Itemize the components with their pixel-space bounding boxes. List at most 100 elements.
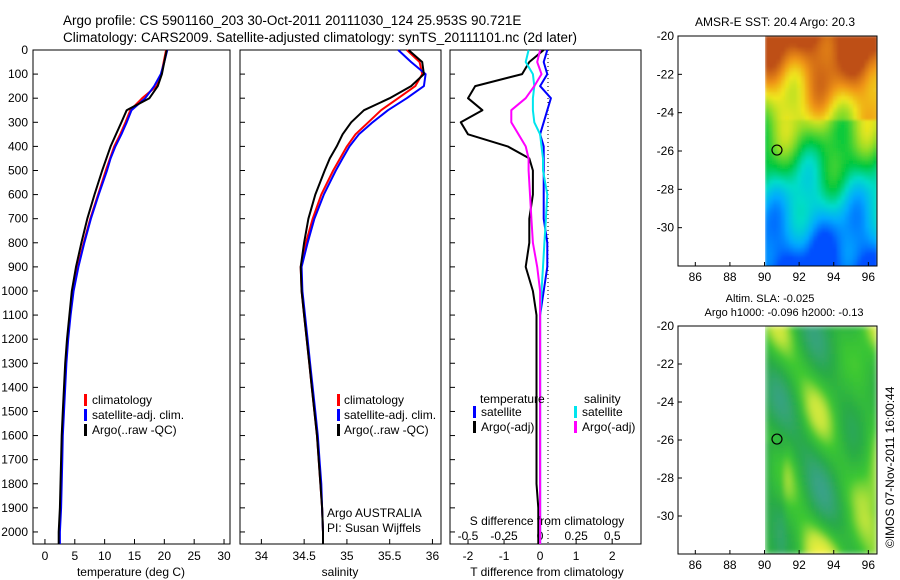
sst-cell (797, 244, 802, 249)
sla-cell (777, 446, 782, 451)
sla-cell (765, 346, 770, 351)
sst-cell (857, 216, 862, 221)
sst-cell (785, 256, 790, 261)
sst-cell (773, 196, 778, 201)
sst-cell (781, 136, 786, 141)
sla-cell (873, 410, 877, 415)
sla-cell (765, 482, 770, 487)
sst-cell (853, 232, 858, 237)
sla-cell (805, 342, 810, 347)
sla-cell (789, 430, 794, 435)
sst-cell (821, 80, 826, 85)
sst-cell (805, 136, 810, 141)
sst-cell (797, 48, 802, 53)
sla-cell (873, 438, 877, 443)
sst-cell (785, 36, 790, 41)
sst-cell (821, 176, 826, 181)
sst-cell (869, 248, 874, 253)
sst-cell (793, 240, 798, 245)
sst-cell (817, 172, 822, 177)
sla-cell (805, 414, 810, 419)
sst-cell (773, 108, 778, 113)
sst-cell (861, 160, 866, 165)
sla-cell (869, 342, 874, 347)
sla-cell (845, 350, 850, 355)
sla-cell (853, 514, 858, 519)
sla-cell (785, 338, 790, 343)
sst-cell (873, 196, 877, 201)
sst-cell (781, 192, 786, 197)
sst-cell (865, 68, 870, 73)
sst-cell (865, 200, 870, 205)
sla-cell (781, 394, 786, 399)
legend-label-satellite: satellite-adj. clim. (92, 408, 184, 422)
sst-cell (849, 100, 854, 105)
sla-cell (781, 422, 786, 427)
sla-cell (837, 518, 842, 523)
sst-cell (813, 140, 818, 145)
sla-cell (821, 494, 826, 499)
sst-cell (805, 116, 810, 121)
sla-cell (777, 326, 782, 331)
sst-cell (865, 228, 870, 233)
sla-cell (825, 490, 830, 495)
sst-cell (865, 136, 870, 141)
sla-cell (821, 458, 826, 463)
sla-cell (769, 478, 774, 483)
sla-cell (797, 514, 802, 519)
depth-tick-label: 1200 (1, 332, 28, 346)
sla-cell (797, 422, 802, 427)
sst-cell (837, 168, 842, 173)
sst-cell (817, 108, 822, 113)
sst-cell (801, 236, 806, 241)
sst-cell (837, 260, 842, 265)
sst-cell (849, 212, 854, 217)
sst-cell (869, 64, 874, 69)
sla-cell (765, 490, 770, 495)
sst-cell (829, 136, 834, 141)
sla-cell (837, 402, 842, 407)
sla-cell (829, 326, 834, 331)
sst-cell (857, 256, 862, 261)
sst-cell (861, 240, 866, 245)
sst-cell (789, 152, 794, 157)
sst-cell (849, 264, 854, 266)
sla-cell (845, 394, 850, 399)
sst-cell (825, 196, 830, 201)
sst-cell (765, 176, 770, 181)
sst-cell (857, 184, 862, 189)
sst-cell (773, 120, 778, 125)
sst-cell (801, 184, 806, 189)
sst-cell (793, 236, 798, 241)
sla-cell (865, 418, 870, 423)
sst-cell (825, 128, 830, 133)
sst-cell (797, 236, 802, 241)
sst-cell (869, 200, 874, 205)
sst-cell (777, 240, 782, 245)
sla-cell (821, 418, 826, 423)
sla-cell (857, 510, 862, 515)
sla-cell (865, 354, 870, 359)
sla-cell (865, 454, 870, 459)
sla-cell (797, 518, 802, 523)
sst-cell (781, 188, 786, 193)
legend-label-climatology: climatology (92, 393, 152, 407)
sst-cell (773, 100, 778, 105)
sst-cell (813, 48, 818, 53)
sla-cell (809, 390, 814, 395)
sst-cell (845, 124, 850, 129)
sla-cell (825, 362, 830, 367)
sst-cell (869, 44, 874, 49)
sla-cell (793, 454, 798, 459)
sla-cell (829, 458, 834, 463)
sst-cell (793, 196, 798, 201)
sst-cell (805, 40, 810, 45)
sst-cell (785, 100, 790, 105)
sla-cell (853, 350, 858, 355)
sst-cell (789, 148, 794, 153)
sst-cell (837, 252, 842, 257)
sst-cell (849, 196, 854, 201)
sla-cell (817, 494, 822, 499)
temperature-series (57, 49, 169, 544)
sst-cell (833, 60, 838, 65)
